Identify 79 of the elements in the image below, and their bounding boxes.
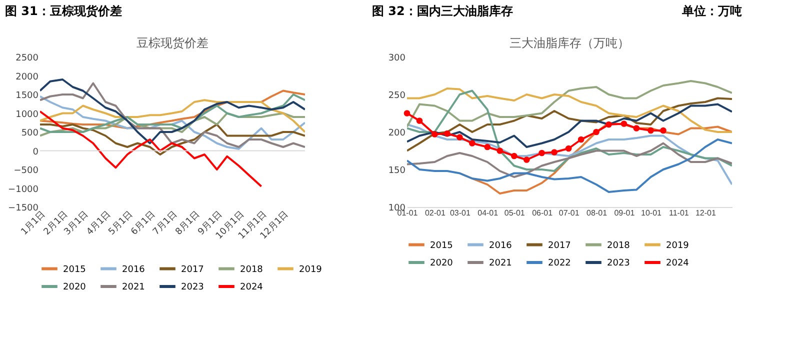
x-tick-label: 11-01 [668,208,690,218]
line-series [407,97,732,152]
point [469,140,476,146]
point [404,110,410,116]
x-tick-label: 09-01 [614,208,636,218]
chart-title: 图 32：国内三大油脂库存 [372,4,513,18]
line-series [407,138,732,193]
line-series [40,124,305,156]
line-series [407,80,732,128]
legend-label: 2018 [240,264,264,275]
chart-title: 图 31：豆棕现货价差 [5,4,122,18]
point [456,134,463,140]
y-tick-label: 250 [388,91,406,101]
y-tick-label: 200 [388,128,406,138]
y-tick-label: −1000 [8,184,39,195]
y-tick-label: 2500 [16,54,39,64]
point [496,148,504,154]
legend-label: 2021 [122,282,145,292]
legend-label: 2015 [63,264,86,275]
x-tick-label: 05-01 [504,208,526,218]
line-series [407,142,732,178]
x-tick-label: 03-01 [450,208,471,218]
line-series [40,95,305,150]
legend-label: 2017 [548,240,571,251]
line-series [407,103,732,148]
legend-label: 2023 [607,258,630,268]
y-tick-label: 0 [32,147,39,158]
x-tick-label: 12-01 [695,208,716,218]
legend-label: 2017 [181,264,204,275]
x-tick-label: 06-01 [532,208,554,218]
point [444,130,450,137]
point [432,131,438,138]
chart-subtitle: 三大油脂库存（万吨） [510,36,630,50]
legend-label: 2022 [548,258,571,268]
legend-label: 2016 [122,264,146,275]
legend-label: 2015 [430,240,453,251]
point [660,127,666,134]
point [510,152,518,160]
text: 单位：万吨 [681,4,742,18]
legend-label: 2020 [430,258,454,268]
point [565,145,572,152]
line-series [407,124,732,186]
x-tick-label: 10-01 [641,208,662,218]
y-tick-label: 1500 [16,91,39,101]
legend-label: 2018 [607,240,630,251]
y-tick-label: 1000 [16,110,39,120]
line-series [40,110,262,188]
y-tick-label: 300 [388,54,406,64]
legend-label: 2016 [489,240,512,251]
point [538,150,545,156]
chart-subtitle: 豆棕现货价差 [136,36,208,50]
y-tick-label: 500 [21,128,39,138]
legend-label: 2024 [240,282,264,292]
y-tick-label: −1500 [8,204,39,214]
point [593,128,600,136]
point [523,156,530,163]
x-tick-label: 04-01 [478,208,499,218]
point [416,118,423,124]
point [620,120,628,127]
point [484,144,491,150]
legend-label: 2021 [489,258,512,268]
legend-label: 2024 [666,258,690,268]
legend-label: 2023 [181,282,204,292]
line-series [407,88,732,133]
point [648,127,654,134]
y-tick-label: −500 [14,166,39,176]
x-tick-label: 02-01 [424,208,446,218]
legend-label: 2019 [299,264,322,275]
point [551,149,558,156]
point [606,121,612,128]
x-tick-label: 08-01 [586,208,608,218]
point [578,136,584,143]
line-series [407,90,732,172]
y-tick-label: 150 [388,166,406,176]
x-tick-label: 07-01 [558,208,580,218]
y-tick-label: 2000 [16,72,39,82]
legend-label: 2020 [63,282,86,292]
point [633,125,640,132]
legend-label: 2019 [666,240,690,251]
